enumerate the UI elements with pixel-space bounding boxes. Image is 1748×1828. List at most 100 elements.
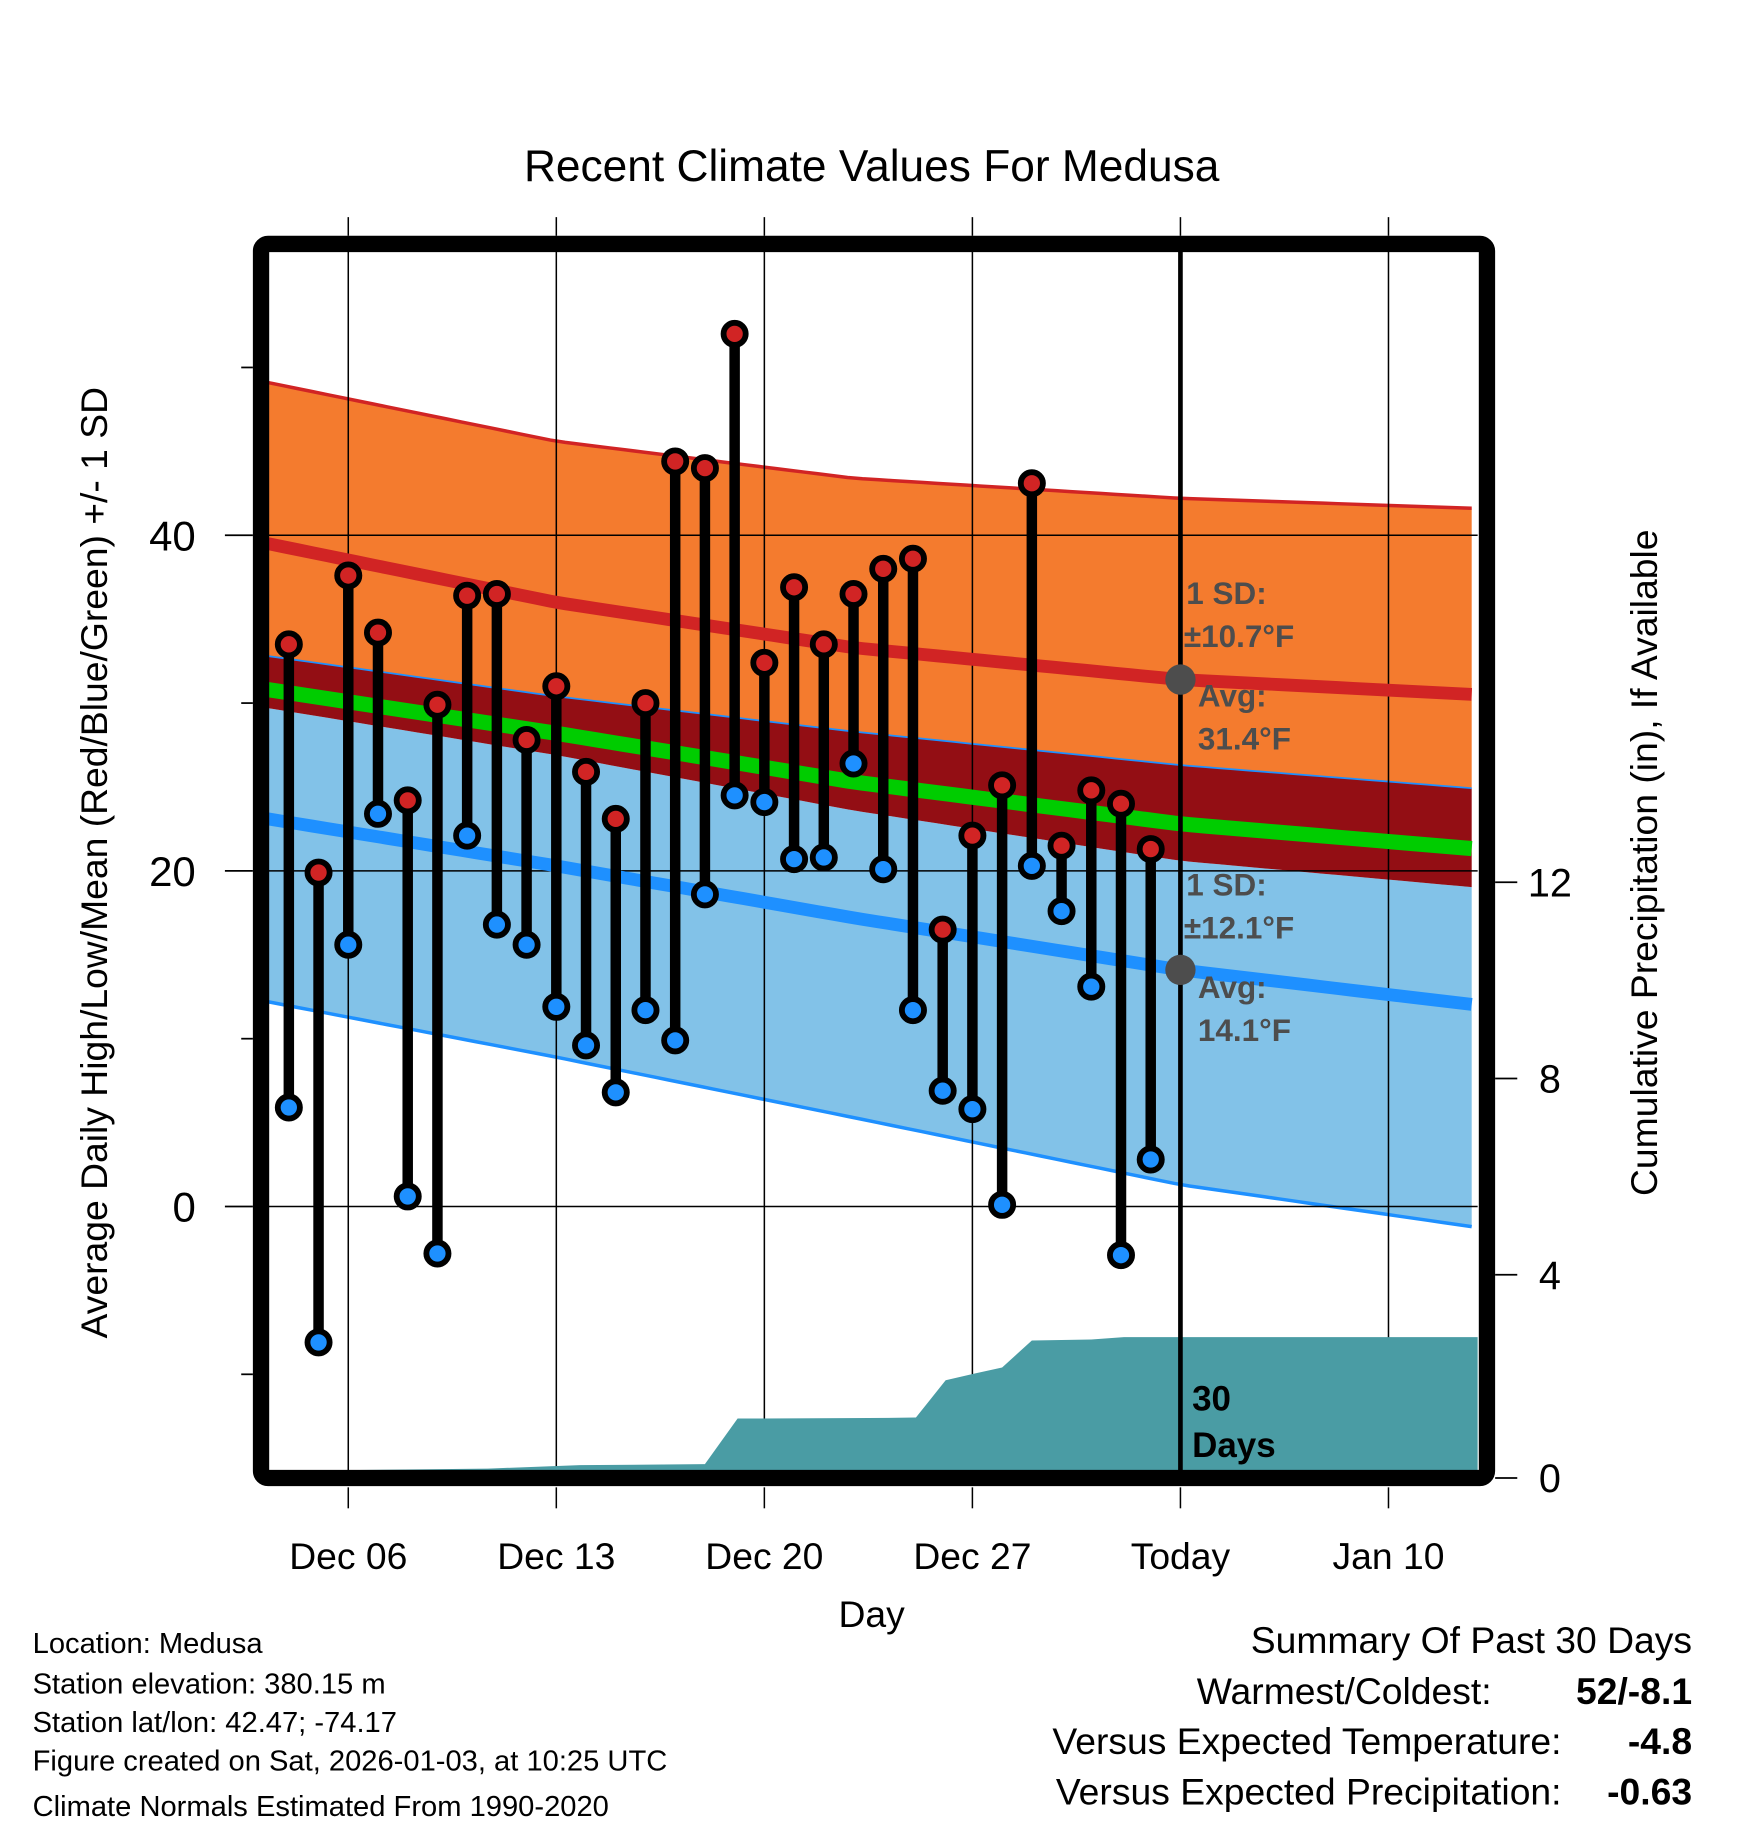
daily-low-point [839, 749, 868, 778]
day-bar [364, 618, 392, 828]
daily-high-point [898, 544, 927, 573]
day-bar [898, 544, 927, 1025]
day-bar [809, 630, 838, 872]
daily-high-point [393, 786, 422, 815]
warmest-coldest-label: Warmest/Coldest: [1197, 1670, 1492, 1712]
daily-low-point [720, 781, 749, 810]
daily-high-point [988, 771, 1017, 800]
daily-low-point [572, 1031, 601, 1060]
daily-low-point [542, 992, 571, 1021]
precip-vs-expected-label: Versus Expected Precipitation: [1056, 1770, 1562, 1812]
y-tick-label: 40 [149, 512, 196, 559]
day-bar [334, 561, 363, 959]
daily-high-point [869, 554, 898, 583]
daily-low-point [780, 845, 809, 874]
daily-low-point [1017, 851, 1046, 880]
daily-high-point [1107, 789, 1135, 818]
day-bar [482, 580, 511, 939]
daily-low-point [453, 821, 482, 850]
daily-high-point [572, 757, 601, 786]
low-sd-value: ±12.1°F [1184, 910, 1294, 945]
daily-low-point [750, 788, 779, 817]
day-bar [869, 554, 898, 884]
day-bar [453, 581, 482, 850]
day-bar [423, 690, 452, 1268]
daily-low-point [869, 855, 898, 884]
daily-high-point [1077, 776, 1106, 805]
low-sd-label: 1 SD: [1186, 867, 1266, 902]
daily-low-point [661, 1026, 690, 1055]
daily-high-point [274, 630, 303, 659]
high-avg-value: 31.4°F [1198, 722, 1291, 757]
day-bar [958, 821, 987, 1124]
daily-low-point [274, 1093, 303, 1122]
x-tick-label: Dec 20 [705, 1535, 823, 1577]
low-avg-label: Avg: [1198, 970, 1267, 1005]
daily-high-point [780, 573, 809, 602]
figure-created: Figure created on Sat, 2026-01-03, at 10… [33, 1746, 668, 1778]
station-elevation: Station elevation: 380.15 m [33, 1669, 386, 1701]
high-avg-label: Avg: [1198, 679, 1267, 714]
day-bar [304, 858, 333, 1357]
day-bar [690, 454, 719, 909]
daily-low-point [393, 1182, 422, 1211]
day-bar [661, 447, 690, 1055]
x-axis-label: Day [839, 1593, 906, 1635]
low-avg-value: 14.1°F [1198, 1013, 1291, 1048]
daily-high-point [839, 580, 868, 608]
day-bar [1107, 789, 1135, 1270]
high-sd-label: 1 SD: [1186, 576, 1266, 611]
daily-high-point [542, 672, 571, 701]
day-bar [780, 573, 809, 874]
y-tick-label: 20 [149, 848, 196, 895]
daily-high-point [304, 858, 333, 887]
climate-normals-period: Climate Normals Estimated From 1990-2020 [33, 1791, 609, 1823]
x-tick-label: Dec 13 [497, 1535, 615, 1577]
daily-low-point [482, 910, 511, 939]
daily-low-point [988, 1190, 1017, 1219]
daily-high-point [601, 804, 630, 833]
day-bar [1047, 831, 1076, 926]
low-sd-band [268, 708, 1472, 1227]
daily-low-point [423, 1239, 452, 1268]
daily-low-point [1107, 1241, 1135, 1270]
x-tick-label: Today [1131, 1535, 1231, 1577]
precip-vs-expected-value: -0.63 [1607, 1770, 1692, 1812]
daily-high-point [928, 915, 957, 944]
plot-frame [252, 235, 1496, 1487]
y-tick-label: 0 [172, 1184, 195, 1231]
daily-high-point [1136, 835, 1165, 864]
daily-high-point [1047, 831, 1076, 860]
day-bar [542, 672, 571, 1021]
daily-high-point [334, 561, 363, 590]
day-bar [393, 786, 422, 1211]
x-tick-label: Dec 27 [913, 1535, 1031, 1577]
summary-title: Summary Of Past 30 Days [1251, 1619, 1692, 1661]
daily-low-point [898, 996, 927, 1025]
daily-low-point [690, 880, 719, 909]
day-bar [631, 689, 660, 1025]
day-bar [1077, 776, 1106, 1001]
summary-panel: Summary Of Past 30 Days Warmest/Coldest:… [1052, 1619, 1692, 1812]
x-tick-label: Jan 10 [1333, 1535, 1445, 1577]
low-minus-sd-line [267, 1000, 1472, 1229]
daily-low-point [304, 1328, 333, 1357]
y-right-tick-label: 12 [1528, 861, 1572, 905]
daily-high-point [720, 319, 749, 348]
daily-low-point [631, 996, 660, 1025]
normal-low-line [266, 812, 1473, 1011]
daily-high-point [661, 447, 690, 476]
day-bar [601, 804, 630, 1107]
daily-high-point [512, 726, 541, 754]
daily-high-point [364, 618, 392, 647]
daily-low-point [512, 930, 541, 959]
y-right-tick-label: 8 [1539, 1058, 1561, 1102]
high-plus-sd-line [267, 380, 1472, 510]
daily-low-point [364, 799, 392, 828]
chart-title: Recent Climate Values For Medusa [524, 142, 1220, 191]
day-bar [720, 319, 749, 810]
precip-period-label: 30 [1192, 1379, 1231, 1418]
precipitation-area [268, 1337, 1478, 1472]
x-tick-label: Dec 06 [289, 1535, 407, 1577]
